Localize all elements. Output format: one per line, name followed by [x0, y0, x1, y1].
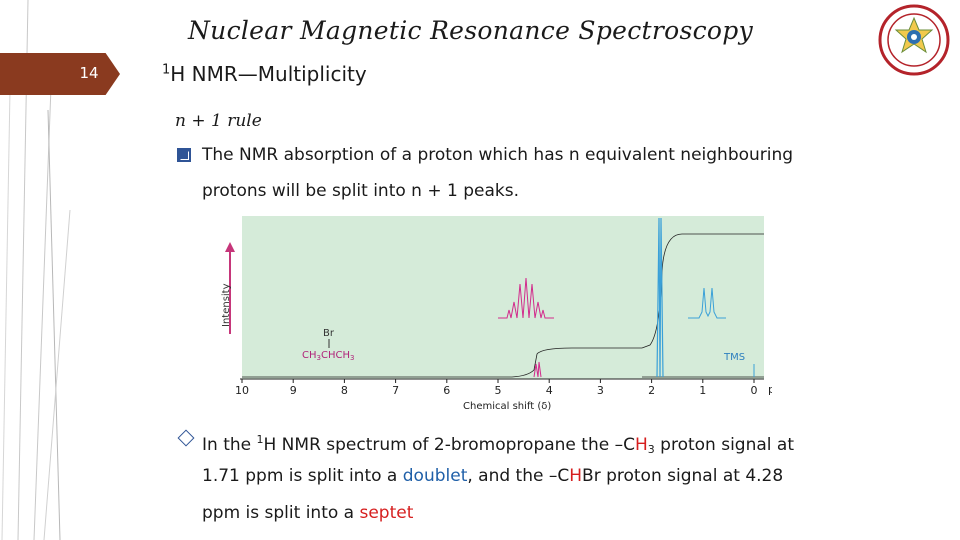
- septet-inset: [498, 277, 554, 319]
- x-axis-unit: ppm: [768, 383, 772, 396]
- x-axis-ticks: 10 9 8 7 6 5 4 3 2 1 0: [235, 379, 758, 397]
- doublet-peak: [656, 217, 664, 378]
- bullet1-line1: The NMR absorption of a proton which has…: [202, 145, 794, 165]
- x-tick-label: 10: [235, 384, 249, 397]
- molecule-formula: CH3CHCH3: [302, 350, 354, 362]
- septet-peak: [533, 361, 542, 378]
- intensity-arrowhead-icon: [225, 242, 235, 252]
- university-seal-icon: [878, 4, 950, 76]
- x-tick-label: 7: [392, 384, 399, 397]
- bullet1-line2: protons will be split into n + 1 peaks.: [202, 181, 519, 201]
- bullet2-line2: 1.71 ppm is split into a doublet, and th…: [202, 466, 784, 486]
- x-tick-label: 9: [290, 384, 297, 397]
- molecule-br: Br: [323, 328, 335, 339]
- checkbox-bullet-icon: [177, 148, 191, 162]
- x-axis-label: Chemical shift (δ): [463, 401, 551, 412]
- x-tick-label: 6: [443, 384, 450, 397]
- x-tick-label: 8: [341, 384, 348, 397]
- slide-title: Nuclear Magnetic Resonance Spectroscopy: [188, 16, 753, 45]
- slide-number: 14: [79, 64, 99, 82]
- slide-number-flag: [0, 53, 120, 95]
- x-tick-label: 0: [751, 384, 758, 397]
- bullet2-line3: ppm is split into a septet: [202, 503, 414, 523]
- slide-subtitle: 1H NMR—Multiplicity: [162, 62, 367, 86]
- bullet2-line1: In the 1H NMR spectrum of 2-bromopropane…: [202, 433, 794, 456]
- x-tick-label: 2: [648, 384, 655, 397]
- spectrum-background: [242, 216, 764, 379]
- rule-label: n + 1 rule: [175, 111, 262, 131]
- x-tick-label: 1: [699, 384, 706, 397]
- x-tick-label: 3: [597, 384, 604, 397]
- x-tick-label: 4: [546, 384, 553, 397]
- y-axis-label: Intensity: [221, 283, 232, 327]
- x-tick-label: 5: [495, 384, 502, 397]
- septet-term: septet: [359, 503, 414, 523]
- subtitle-superscript: 1: [162, 62, 171, 78]
- doublet-term: doublet: [402, 466, 468, 486]
- diamond-bullet-icon: [177, 429, 195, 447]
- tms-label: TMS: [723, 352, 745, 363]
- integral-curve-low: [511, 347, 642, 378]
- subtitle-text: H NMR—Multiplicity: [170, 62, 367, 86]
- doublet-inset: [688, 287, 726, 319]
